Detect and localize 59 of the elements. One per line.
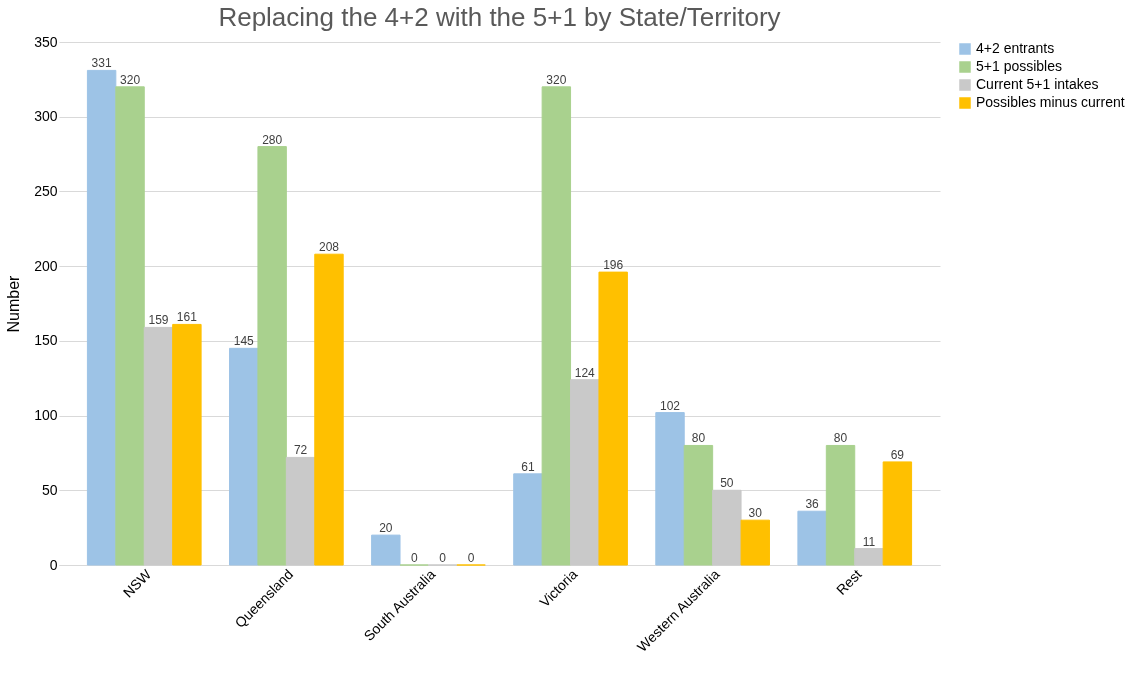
bar xyxy=(257,146,287,566)
y-tick-label: 200 xyxy=(34,257,58,274)
y-tick-label: 300 xyxy=(34,108,58,125)
data-label: 0 xyxy=(410,551,418,565)
data-label: 145 xyxy=(233,334,255,349)
y-tick-label: 50 xyxy=(41,481,58,498)
bar xyxy=(825,444,856,566)
bar xyxy=(655,412,685,566)
data-label: 36 xyxy=(805,497,820,512)
data-label: 161 xyxy=(176,310,198,325)
data-label: 208 xyxy=(318,240,340,255)
y-tick-label: 350 xyxy=(34,33,58,50)
data-label: 72 xyxy=(293,443,308,458)
bar xyxy=(285,456,316,566)
data-label: 0 xyxy=(467,551,475,565)
bar xyxy=(513,473,543,566)
data-label: 11 xyxy=(862,534,876,549)
bar xyxy=(854,548,884,566)
bar xyxy=(570,379,600,566)
legend-label: 4+2 entrants xyxy=(976,40,1055,56)
data-label: 159 xyxy=(148,313,169,328)
data-label: 331 xyxy=(91,56,112,71)
bar xyxy=(314,253,344,566)
bar xyxy=(172,323,202,566)
data-label: 80 xyxy=(691,431,706,446)
data-label: 320 xyxy=(546,72,567,87)
y-tick-label: 150 xyxy=(34,332,58,349)
bar xyxy=(712,489,742,566)
data-label: 320 xyxy=(120,72,141,87)
bar xyxy=(115,86,145,566)
y-tick-label: 100 xyxy=(34,407,58,424)
y-tick-label: 0 xyxy=(49,556,58,573)
data-label: 196 xyxy=(603,258,624,273)
data-label: 102 xyxy=(660,398,681,413)
bar xyxy=(541,86,572,566)
bar xyxy=(143,326,174,566)
chart-title: Replacing the 4+2 with the 5+1 by State/Territory xyxy=(218,2,781,32)
data-label: 280 xyxy=(262,132,283,147)
data-label: 20 xyxy=(379,521,393,536)
data-label: 80 xyxy=(833,431,848,446)
bar xyxy=(882,461,913,566)
y-tick-label: 250 xyxy=(34,182,58,199)
legend-label: Current 5+1 intakes xyxy=(976,76,1099,92)
bar xyxy=(371,534,401,566)
data-label: 124 xyxy=(574,365,596,380)
bar xyxy=(86,69,117,566)
bar xyxy=(740,519,770,566)
data-label: 50 xyxy=(720,476,734,491)
bar xyxy=(229,347,259,566)
data-label: 61 xyxy=(521,459,535,474)
legend-label: Possibles minus current xyxy=(976,94,1125,110)
bar xyxy=(797,510,827,566)
bar xyxy=(598,271,628,566)
bar xyxy=(683,444,714,566)
legend-label: 5+1 possibles xyxy=(976,58,1063,74)
y-axis-title: Number xyxy=(5,274,23,333)
data-label: 30 xyxy=(748,506,763,521)
data-label: 0 xyxy=(439,551,447,565)
data-label: 69 xyxy=(890,447,905,462)
